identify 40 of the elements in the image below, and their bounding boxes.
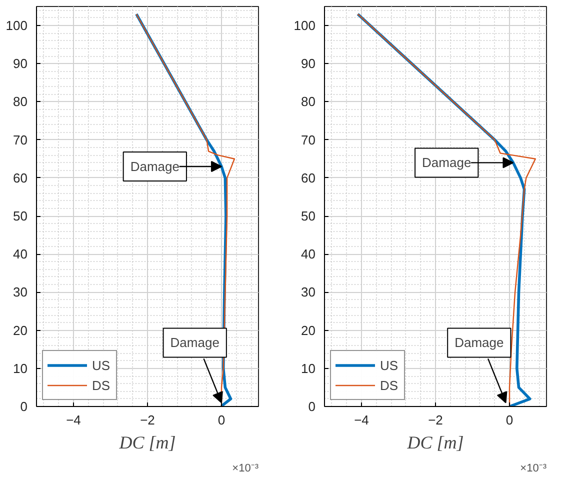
- y-tick-label: 20: [301, 322, 316, 338]
- annotation: Damage: [454, 335, 504, 350]
- y-tick-label: 40: [13, 246, 28, 262]
- y-tick-label: 0: [308, 399, 316, 414]
- annotation: Damage: [130, 159, 180, 174]
- y-tick-label: 10: [301, 360, 316, 376]
- x-tick-label: −2: [428, 412, 443, 428]
- x-tick-label: −2: [140, 412, 155, 428]
- y-tick-label: 70: [301, 132, 316, 148]
- text: ×10⁻³: [520, 462, 547, 474]
- x-tick-label: 0: [506, 412, 514, 428]
- y-tick-label: 80: [13, 94, 28, 110]
- x-axis-title: DC [m]: [118, 432, 176, 452]
- y-tick-label: 50: [13, 208, 28, 224]
- y-tick-label: 20: [13, 322, 28, 338]
- x-tick-label: −4: [66, 412, 81, 428]
- annotation: Damage: [170, 335, 220, 350]
- legend-label: US: [92, 358, 112, 372]
- x-tick-label: 0: [218, 412, 226, 428]
- y-tick-label: 0: [20, 399, 28, 414]
- y-tick-label: 70: [13, 132, 28, 148]
- y-tick-label: 30: [13, 284, 28, 300]
- y-tick-label: 90: [301, 56, 316, 72]
- y-tick-label: 80: [301, 94, 316, 110]
- text: ×10⁻³: [232, 462, 259, 474]
- y-tick-label: 40: [301, 246, 316, 262]
- y-tick-label: 90: [13, 56, 28, 72]
- y-tick-label: 60: [301, 170, 316, 186]
- x-axis-title: DC [m]: [406, 432, 464, 452]
- y-tick-label: 30: [301, 284, 316, 300]
- y-tick-label: 100: [6, 18, 28, 34]
- legend-label: US: [380, 358, 400, 372]
- y-tick-label: 100: [294, 18, 316, 34]
- y-tick-label: 10: [13, 360, 28, 376]
- legend-label: DS: [92, 378, 112, 392]
- x-tick-label: −4: [354, 412, 369, 428]
- y-tick-label: 50: [301, 208, 316, 224]
- legend-label: DS: [380, 378, 400, 392]
- y-tick-label: 60: [13, 170, 28, 186]
- annotation: Damage: [422, 155, 472, 170]
